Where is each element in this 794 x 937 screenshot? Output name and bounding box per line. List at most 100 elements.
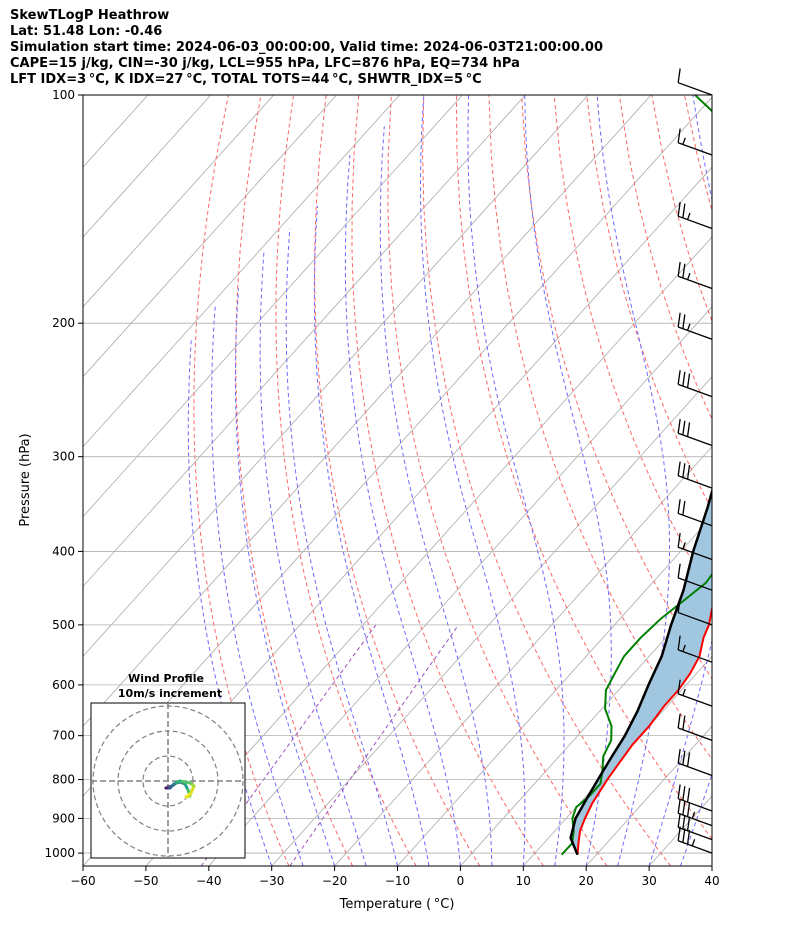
- hodograph: [91, 703, 245, 858]
- x-tick-label: 30: [641, 874, 656, 888]
- isotherm-line: [585, 725, 712, 866]
- wind-barb: [677, 799, 713, 827]
- isotherm-line: [208, 306, 712, 866]
- moist-adiabat-line: [187, 339, 273, 866]
- y-tick-label: 100: [52, 88, 75, 102]
- dry-adiabat-line: [422, 95, 671, 866]
- wind-barb: [677, 461, 713, 489]
- x-axis-ticks: −60 −50 −40 −30 −20 −10 0 10 20 30 40: [70, 866, 720, 888]
- wind-barb: [677, 128, 713, 156]
- dry-adiabat-line: [488, 95, 712, 761]
- indices-label-2: LFT IDX=3 °C, K IDX=27 °C, TOTAL TOTS=44…: [10, 72, 482, 87]
- isotherm-line: [711, 865, 712, 866]
- wind-barb: [677, 826, 713, 854]
- inset-subtitle: 10m/s increment: [118, 687, 222, 700]
- y-axis-label: Pressure (hPa): [18, 433, 33, 526]
- x-tick-label: 0: [457, 874, 465, 888]
- moist-adiabat-line: [680, 773, 712, 866]
- wind-barb: [677, 813, 713, 841]
- x-tick-label: −20: [322, 874, 347, 888]
- isotherm-line: [83, 95, 400, 448]
- dry-adiabat-line: [684, 95, 712, 212]
- y-tick-label: 500: [52, 618, 75, 632]
- y-tick-label: 900: [52, 811, 75, 825]
- isotherm-line: [83, 95, 337, 378]
- chart-header: SkewTLogP Heathrow Lat: 51.48 Lon: -0.46…: [10, 8, 603, 88]
- moist-adiabat-line: [313, 205, 430, 866]
- moist-adiabat-line: [419, 95, 526, 866]
- hodograph-segment: [178, 779, 192, 785]
- dewpoint-line: [560, 95, 712, 856]
- x-axis-label: Temperature ( °C): [339, 897, 455, 912]
- isotherm-line: [145, 236, 712, 866]
- dry-adiabat-line: [387, 95, 608, 866]
- y-tick-label: 200: [52, 316, 75, 330]
- isotherm-line: [648, 795, 712, 866]
- x-tick-label: −60: [70, 874, 95, 888]
- dry-adiabat-line: [750, 95, 794, 866]
- wind-barbs: [677, 68, 713, 854]
- dry-adiabat-line: [314, 95, 481, 866]
- chart-title: SkewTLogP Heathrow: [10, 8, 170, 23]
- dry-adiabat-line: [586, 95, 712, 511]
- temperature-line: [576, 604, 712, 855]
- wind-barb: [677, 312, 713, 340]
- isotherm-line: [83, 95, 463, 518]
- isotherm-line: [271, 376, 712, 866]
- wind-barb: [677, 598, 713, 626]
- dry-adiabat-line: [553, 95, 712, 597]
- moist-adiabat-line: [524, 95, 612, 866]
- wind-barb: [677, 261, 713, 290]
- moist-adiabat-line: [234, 288, 336, 866]
- moist-adiabat-line: [285, 228, 398, 866]
- x-tick-label: −30: [259, 874, 284, 888]
- wind-barb: [677, 370, 713, 398]
- dry-adiabat-line: [235, 95, 353, 866]
- inset-title: Wind Profile: [128, 672, 204, 685]
- dry-adiabat-line: [275, 95, 417, 866]
- isotherm-line: [460, 585, 712, 866]
- wind-barb: [677, 635, 713, 663]
- wind-barb: [677, 418, 713, 447]
- wind-barb: [677, 713, 713, 741]
- wind-barb: [677, 68, 713, 96]
- y-tick-label: 800: [52, 773, 75, 787]
- hodograph-segment: [166, 785, 172, 790]
- moist-adiabat-line: [596, 95, 670, 866]
- profile-lines: [560, 95, 712, 856]
- dry-adiabat-line: [351, 95, 544, 866]
- moist-adiabat-line: [344, 154, 461, 866]
- wind-barb: [677, 679, 713, 707]
- wind-barb: [677, 201, 713, 230]
- dry-adiabat-line: [782, 95, 794, 866]
- wind-barb: [677, 532, 713, 561]
- isotherm-line: [397, 515, 712, 866]
- dry-adiabat-line: [193, 95, 290, 866]
- moist-adiabat-line: [379, 126, 493, 866]
- isotherm-line: [775, 95, 794, 866]
- isotherm-line: [334, 446, 712, 866]
- y-tick-label: 400: [52, 544, 75, 558]
- x-tick-label: −40: [196, 874, 221, 888]
- indices-label: CAPE=15 j/kg, CIN=-30 j/kg, LCL=955 hPa,…: [10, 56, 520, 71]
- x-tick-label: −10: [385, 874, 410, 888]
- isotherm-line: [83, 95, 589, 657]
- wind-barb: [677, 748, 713, 777]
- x-tick-label: 10: [516, 874, 531, 888]
- x-tick-label: 40: [704, 874, 719, 888]
- y-tick-label: 600: [52, 678, 75, 692]
- wind-profile-inset: Wind Profile 10m/s increment: [90, 672, 246, 859]
- isotherm-line: [83, 95, 526, 588]
- dry-adiabat-line: [618, 95, 712, 421]
- dry-adiabat-line: [521, 95, 712, 680]
- isotherm-line: [83, 95, 652, 727]
- y-tick-label: 700: [52, 729, 75, 743]
- isotherm-line: [523, 655, 712, 866]
- wind-barb: [677, 563, 713, 591]
- isotherm-line: [83, 95, 212, 238]
- y-axis-ticks: 100 200 300 400 500 600 700 800 900 1000: [44, 88, 83, 860]
- y-tick-label: 300: [52, 450, 75, 464]
- x-tick-label: 20: [579, 874, 594, 888]
- moist-adiabat-line: [648, 95, 712, 866]
